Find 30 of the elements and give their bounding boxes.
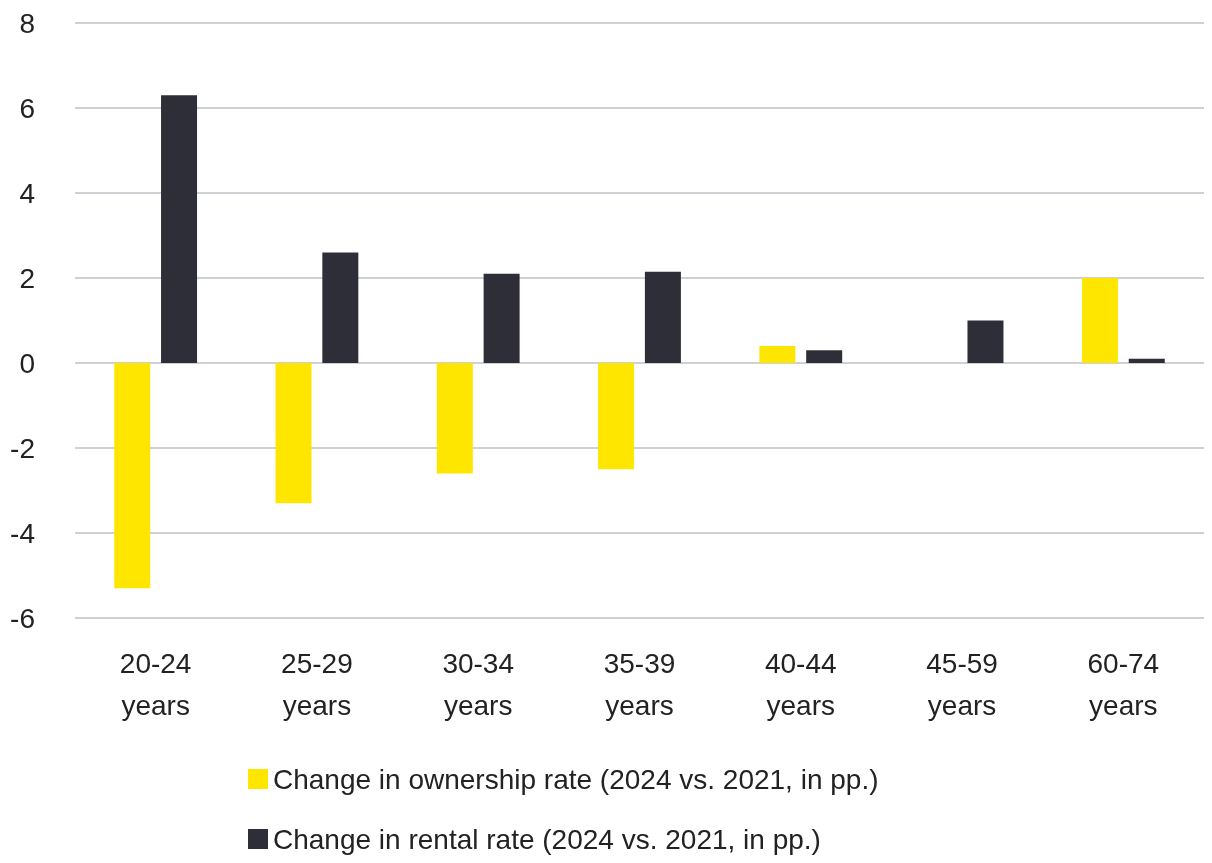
x-tick-label: 35-39 years (603, 647, 676, 721)
bar (436, 363, 473, 474)
bar (644, 271, 681, 363)
bar (1128, 358, 1165, 363)
y-tick-label: 8 (19, 7, 35, 39)
bar (161, 95, 198, 363)
y-tick-label: 4 (19, 177, 35, 209)
bar (114, 363, 151, 589)
bar (275, 363, 312, 504)
bar (1081, 278, 1118, 363)
legend-label: Change in ownership rate (2024 vs. 2021, in pp.) (273, 763, 879, 795)
y-tick-label: 2 (19, 262, 35, 294)
x-tick-label: 60-74 years (1087, 647, 1160, 721)
bar (322, 252, 359, 363)
bar (483, 273, 520, 363)
x-tick-label: 30-34 years (442, 647, 515, 721)
y-tick-label: 0 (19, 347, 35, 379)
legend-label: Change in rental rate (2024 vs. 2021, in pp.) (273, 823, 821, 855)
x-tick-label: 20-24 years (119, 647, 192, 721)
bar (598, 363, 635, 470)
x-tick-label: 45-59 years (926, 647, 998, 721)
y-tick-label: -6 (10, 602, 35, 634)
y-tick-label: 6 (19, 92, 35, 124)
x-tick-label: 25-29 years (281, 647, 353, 721)
x-tick-label: 40-44 years (764, 647, 837, 721)
y-tick-label: -2 (10, 432, 35, 464)
bar (806, 350, 843, 363)
y-tick-label: -4 (10, 517, 35, 549)
bar (759, 346, 796, 363)
bar (967, 320, 1004, 363)
